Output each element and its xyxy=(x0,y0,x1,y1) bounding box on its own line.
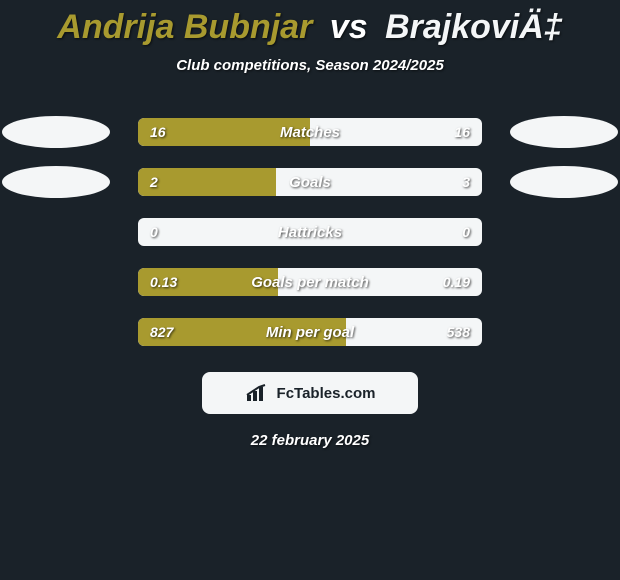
stat-rows: 16Matches16 2Goals3 0Hattricks0 0.13Goals p… xyxy=(0,116,620,348)
stat-bar: 0.13Goals per match0.19 xyxy=(138,268,482,296)
stat-label: Matches xyxy=(138,118,482,146)
stat-value-b: 0 xyxy=(462,218,470,246)
stat-row: 827Min per goal538 xyxy=(0,316,620,348)
stat-bar: 0Hattricks0 xyxy=(138,218,482,246)
bar-chart-icon xyxy=(245,383,271,403)
vs-label: vs xyxy=(330,8,368,46)
subtitle: Club competitions, Season 2024/2025 xyxy=(0,57,620,74)
date-label: 22 february 2025 xyxy=(0,432,620,449)
oval-spacer xyxy=(2,216,110,248)
oval-spacer xyxy=(510,216,618,248)
player-b-oval xyxy=(510,116,618,148)
oval-spacer xyxy=(510,266,618,298)
player-b-oval xyxy=(510,166,618,198)
stat-value-b: 0.19 xyxy=(443,268,470,296)
stat-row: 16Matches16 xyxy=(0,116,620,148)
oval-spacer xyxy=(2,266,110,298)
player-a-oval xyxy=(2,116,110,148)
stat-label: Hattricks xyxy=(138,218,482,246)
fctables-logo: FcTables.com xyxy=(202,372,418,414)
stat-label: Min per goal xyxy=(138,318,482,346)
player-a-name: Andrija Bubnjar xyxy=(57,8,312,46)
stat-label: Goals xyxy=(138,168,482,196)
stat-row: 0.13Goals per match0.19 xyxy=(0,266,620,298)
stat-row: 2Goals3 xyxy=(0,166,620,198)
oval-spacer xyxy=(2,316,110,348)
stat-bar: 827Min per goal538 xyxy=(138,318,482,346)
player-b-name: BrajkoviÄ‡ xyxy=(385,8,563,46)
stat-bar: 2Goals3 xyxy=(138,168,482,196)
stat-value-b: 16 xyxy=(454,118,470,146)
oval-spacer xyxy=(510,316,618,348)
stat-bar: 16Matches16 xyxy=(138,118,482,146)
stat-value-b: 3 xyxy=(462,168,470,196)
stat-label: Goals per match xyxy=(138,268,482,296)
stat-value-b: 538 xyxy=(447,318,470,346)
logo-text: FcTables.com xyxy=(277,385,376,402)
player-a-oval xyxy=(2,166,110,198)
comparison-title: Andrija Bubnjar vs BrajkoviÄ‡ xyxy=(0,0,620,47)
stat-row: 0Hattricks0 xyxy=(0,216,620,248)
